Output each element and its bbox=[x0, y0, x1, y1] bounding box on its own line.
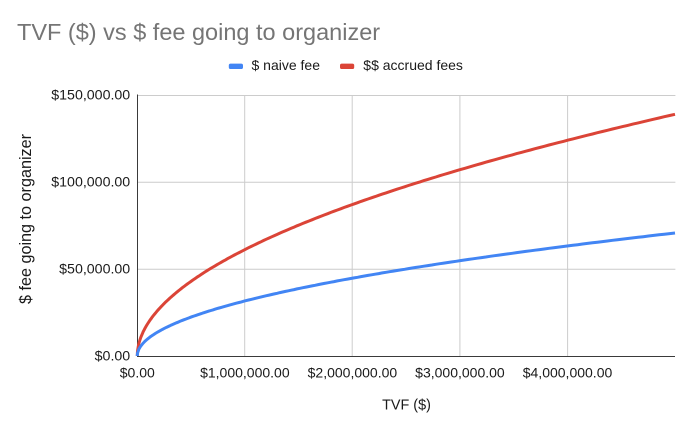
svg-text:TVF ($): TVF ($) bbox=[382, 397, 431, 413]
svg-text:$2,000,000.00: $2,000,000.00 bbox=[308, 365, 398, 381]
svg-text:$50,000.00: $50,000.00 bbox=[59, 262, 130, 278]
svg-text:$4,000,000.00: $4,000,000.00 bbox=[523, 365, 613, 381]
svg-text:$0.00: $0.00 bbox=[95, 349, 131, 365]
svg-text:$150,000.00: $150,000.00 bbox=[51, 88, 130, 104]
svg-text:$100,000.00: $100,000.00 bbox=[51, 175, 130, 191]
svg-text:$$ accrued fees: $$ accrued fees bbox=[363, 57, 463, 73]
svg-text:$3,000,000.00: $3,000,000.00 bbox=[415, 365, 505, 381]
svg-text:TVF ($) vs $ fee going to orga: TVF ($) vs $ fee going to organizer bbox=[17, 19, 380, 45]
svg-text:$ naive fee: $ naive fee bbox=[252, 57, 321, 73]
svg-text:$0.00: $0.00 bbox=[120, 365, 155, 381]
svg-text:$ fee going to organizer: $ fee going to organizer bbox=[17, 133, 35, 304]
svg-text:$1,000,000.00: $1,000,000.00 bbox=[200, 365, 290, 381]
